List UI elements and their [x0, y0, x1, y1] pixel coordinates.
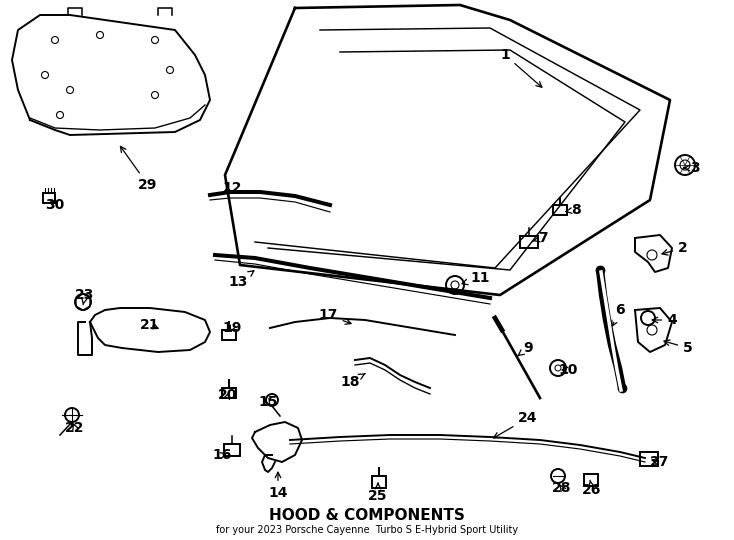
Text: 20: 20	[218, 388, 238, 402]
Text: 10: 10	[559, 363, 578, 377]
Text: 12: 12	[222, 181, 241, 195]
Bar	[520, 236, 538, 248]
Text: 14: 14	[268, 472, 288, 500]
Text: 7: 7	[533, 231, 548, 245]
Text: 24: 24	[493, 411, 538, 438]
Text: 19: 19	[222, 321, 241, 335]
Text: 29: 29	[120, 146, 158, 192]
Bar	[553, 205, 567, 215]
Bar	[584, 474, 598, 486]
Text: 28: 28	[552, 481, 572, 495]
Bar	[224, 444, 240, 456]
Bar	[222, 388, 236, 398]
Text: 30: 30	[46, 198, 65, 212]
Text: 15: 15	[258, 395, 277, 409]
Bar	[372, 476, 386, 488]
Text: for your 2023 Porsche Cayenne  Turbo S E-Hybrid Sport Utility: for your 2023 Porsche Cayenne Turbo S E-…	[216, 525, 518, 535]
Text: 27: 27	[650, 455, 669, 469]
Text: 17: 17	[319, 308, 351, 324]
Text: 2: 2	[662, 241, 688, 255]
Text: 13: 13	[228, 271, 254, 289]
Bar	[222, 330, 236, 340]
Text: 22: 22	[65, 421, 84, 435]
Text: 1: 1	[500, 48, 542, 87]
Text: 21: 21	[140, 318, 160, 332]
Text: 9: 9	[518, 341, 533, 356]
Bar	[640, 452, 658, 466]
Text: 25: 25	[368, 483, 388, 503]
Text: 8: 8	[565, 203, 581, 217]
Text: 26: 26	[582, 480, 602, 497]
Text: 16: 16	[212, 448, 232, 462]
Text: 6: 6	[612, 303, 625, 326]
Bar	[43, 193, 55, 203]
Text: 23: 23	[76, 288, 95, 305]
Text: 18: 18	[341, 374, 365, 389]
Text: 5: 5	[664, 340, 693, 355]
Text: HOOD & COMPONENTS: HOOD & COMPONENTS	[269, 508, 465, 523]
Text: 3: 3	[684, 161, 700, 175]
Text: 4: 4	[653, 313, 677, 327]
Text: 11: 11	[462, 271, 490, 285]
